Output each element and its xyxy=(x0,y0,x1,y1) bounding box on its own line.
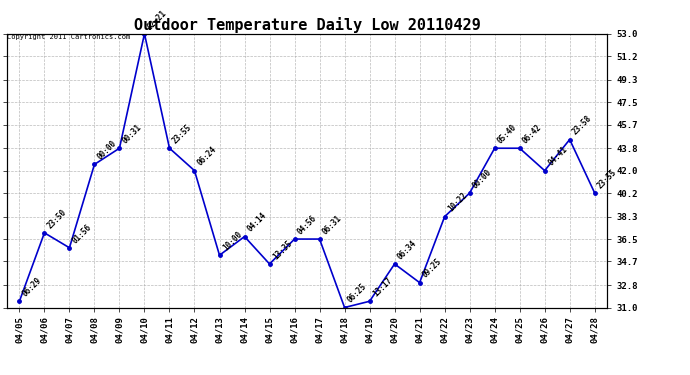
Text: 01:56: 01:56 xyxy=(71,222,94,245)
Text: 02:21: 02:21 xyxy=(146,8,168,31)
Text: 23:58: 23:58 xyxy=(571,114,594,137)
Text: 23:55: 23:55 xyxy=(596,168,619,190)
Title: Outdoor Temperature Daily Low 20110429: Outdoor Temperature Daily Low 20110429 xyxy=(134,16,480,33)
Text: 00:00: 00:00 xyxy=(471,168,494,190)
Text: 05:40: 05:40 xyxy=(496,123,519,146)
Text: 23:55: 23:55 xyxy=(171,123,194,146)
Text: 04:41: 04:41 xyxy=(546,145,569,168)
Text: 13:35: 13:35 xyxy=(271,238,294,261)
Text: 09:25: 09:25 xyxy=(421,257,444,280)
Text: 06:25: 06:25 xyxy=(346,282,368,305)
Text: 06:42: 06:42 xyxy=(521,123,544,146)
Text: 04:56: 04:56 xyxy=(296,214,319,236)
Text: 23:50: 23:50 xyxy=(46,207,68,230)
Text: 06:24: 06:24 xyxy=(196,145,219,168)
Text: 06:31: 06:31 xyxy=(321,214,344,236)
Text: 00:31: 00:31 xyxy=(121,123,144,146)
Text: Copyright 2011 Cartronics.com: Copyright 2011 Cartronics.com xyxy=(7,34,130,40)
Text: 13:17: 13:17 xyxy=(371,276,394,298)
Text: 10:00: 10:00 xyxy=(221,230,244,252)
Text: 00:00: 00:00 xyxy=(96,139,119,162)
Text: 04:14: 04:14 xyxy=(246,211,268,234)
Text: 06:34: 06:34 xyxy=(396,238,419,261)
Text: 10:22: 10:22 xyxy=(446,191,469,214)
Text: 06:29: 06:29 xyxy=(21,276,43,298)
